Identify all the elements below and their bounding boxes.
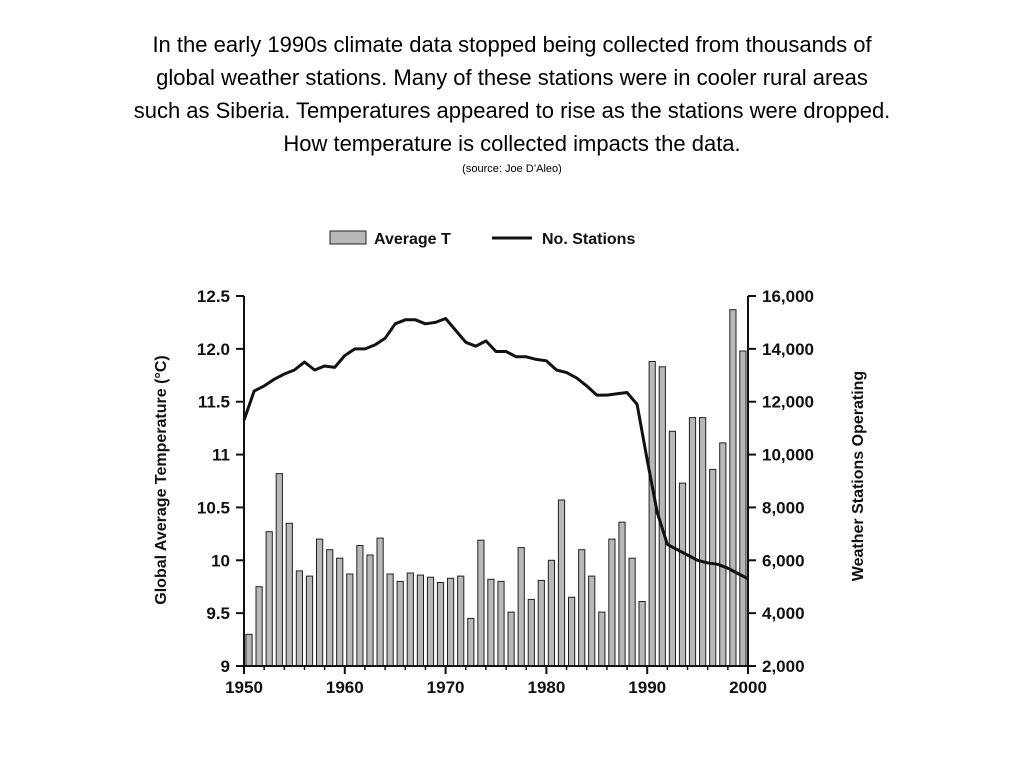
- legend-bar-swatch: [329, 230, 367, 245]
- right-tick-label: 6,000: [762, 551, 805, 570]
- temperature-bar: [346, 573, 354, 667]
- temperature-bar: [366, 554, 374, 667]
- bar-series-average-t: [245, 309, 747, 667]
- temperature-bar: [376, 537, 384, 667]
- temperature-bar: [547, 559, 555, 667]
- caption-line: In the early 1990s climate data stopped …: [152, 32, 872, 57]
- temperature-bar: [386, 573, 394, 667]
- temperature-bar: [406, 572, 414, 667]
- temperature-bar: [568, 596, 576, 667]
- x-tick-label: 2000: [729, 678, 767, 697]
- temperature-bar: [396, 580, 404, 667]
- right-tick-label: 2,000: [762, 657, 805, 676]
- temperature-bar: [305, 575, 314, 667]
- temperature-bar: [426, 576, 435, 667]
- temperature-bar: [699, 417, 707, 667]
- temperature-bar: [557, 499, 566, 667]
- x-tick-label: 1970: [427, 678, 465, 697]
- temperature-bar: [517, 547, 525, 667]
- temperature-bar: [336, 557, 344, 667]
- temperature-bar: [245, 633, 253, 667]
- temperature-bar: [648, 361, 656, 667]
- temperature-bar: [608, 538, 616, 667]
- temperature-bar: [678, 482, 687, 667]
- temperature-bar: [316, 538, 324, 667]
- temperature-bar: [719, 442, 727, 667]
- temperature-bar: [447, 577, 455, 667]
- temperature-bar: [356, 545, 364, 667]
- right-axis-label: Weather Stations Operating: [850, 371, 867, 581]
- temperature-bar: [497, 580, 505, 667]
- caption-line: How temperature is collected impacts the…: [283, 131, 741, 156]
- temperature-bar: [578, 549, 586, 667]
- temperature-bar: [275, 473, 283, 667]
- temperature-bar: [598, 611, 606, 667]
- temperature-bar: [729, 309, 737, 667]
- x-tick-label: 1960: [326, 678, 364, 697]
- left-tick-label: 10: [211, 551, 230, 570]
- left-tick-label: 10.5: [197, 498, 230, 517]
- temperature-bar: [255, 586, 263, 667]
- temperature-bar: [527, 598, 535, 667]
- right-tick-label: 8,000: [762, 498, 805, 517]
- slide-caption: In the early 1990s climate data stopped …: [40, 28, 984, 177]
- temperature-bar: [265, 531, 273, 667]
- legend-label-average-t: Average T: [374, 231, 451, 248]
- stations-line: [242, 317, 749, 581]
- caption-line: such as Siberia. Temperatures appeared t…: [133, 98, 891, 123]
- temperature-bar: [436, 582, 445, 667]
- temperature-bar: [688, 417, 697, 667]
- temperature-bar: [457, 575, 465, 667]
- right-tick-label: 10,000: [762, 446, 814, 465]
- temperature-bar: [618, 521, 626, 667]
- left-tick-label: 9.5: [206, 604, 230, 623]
- temperature-bar: [739, 350, 747, 667]
- temperature-bar: [477, 539, 485, 667]
- left-tick-label: 11: [212, 446, 230, 465]
- temperature-bar: [295, 570, 303, 667]
- temperature-bar: [507, 611, 515, 667]
- x-tick-label: 1990: [628, 678, 666, 697]
- temperature-bar: [709, 468, 717, 667]
- right-tick-label: 12,000: [762, 393, 814, 412]
- caption-line: global weather stations. Many of these s…: [156, 65, 868, 90]
- x-tick-label: 1950: [225, 678, 263, 697]
- right-tick-label: 4,000: [762, 604, 805, 623]
- temperature-bar: [628, 557, 636, 667]
- temperature-bar: [658, 366, 666, 667]
- chart-axes: 9 9.5 10 10.5 11 11.5 12.0 12.5 2,000 4,000 6,000 8…: [197, 287, 814, 697]
- temperature-bar: [467, 617, 475, 667]
- temperature-bar: [285, 522, 293, 667]
- right-tick-label: 14,000: [762, 340, 814, 359]
- left-axis-label: Global Average Temperature (°C): [153, 355, 170, 604]
- temperature-bar: [416, 574, 424, 667]
- temperature-bar: [638, 601, 646, 667]
- temperature-bar: [537, 579, 545, 667]
- line-series-no-stations: [242, 317, 749, 581]
- left-tick-label: 11.5: [198, 393, 230, 412]
- chart-legend: Average T No. Stations: [329, 230, 635, 248]
- temperature-bar: [326, 549, 334, 667]
- temperature-bar: [588, 575, 596, 667]
- left-tick-label: 9: [221, 657, 230, 676]
- legend-label-no-stations: No. Stations: [542, 231, 635, 248]
- temperature-bar: [487, 578, 495, 667]
- x-tick-label: 1980: [527, 678, 565, 697]
- left-tick-label: 12.5: [197, 287, 230, 306]
- right-tick-label: 16,000: [762, 287, 814, 306]
- source-note: (source: Joe D’Aleo): [462, 163, 562, 175]
- left-tick-label: 12.0: [197, 340, 230, 359]
